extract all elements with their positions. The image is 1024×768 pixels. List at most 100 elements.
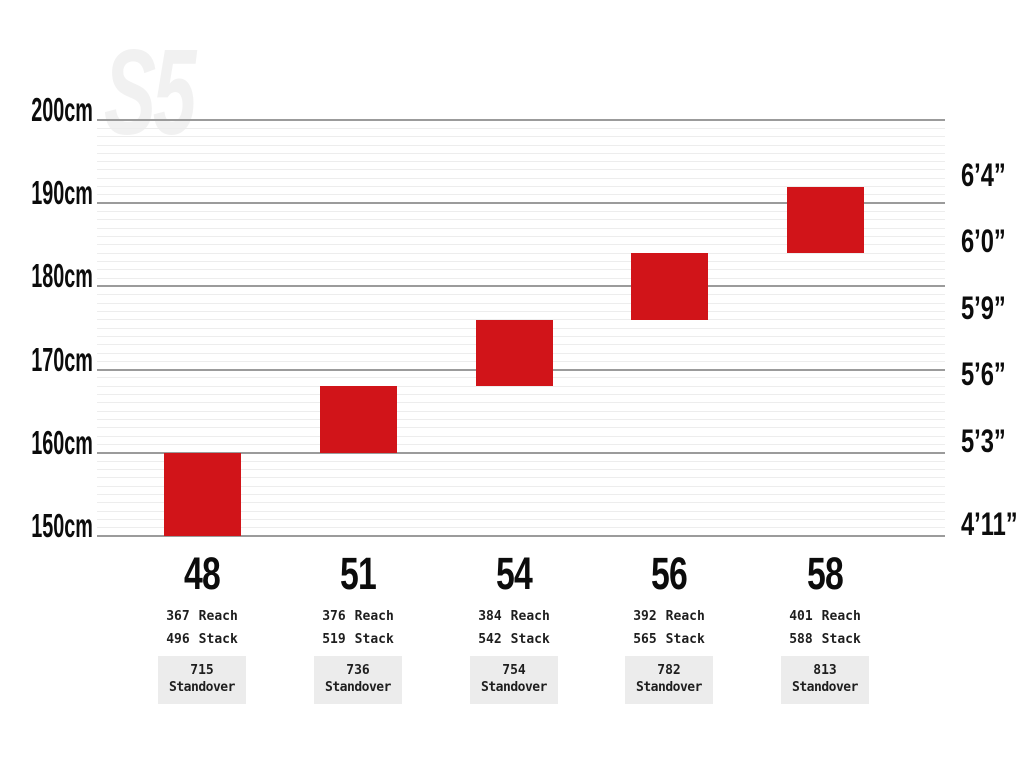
minor-gridline-183cm [97, 260, 945, 262]
standover-label: Standover [792, 680, 858, 695]
size-column-58: 58 401 Reach 588 Stack 813 Standover [760, 548, 890, 712]
minor-gridline-178cm [97, 302, 945, 304]
reach-value: 392 [633, 609, 657, 624]
minor-gridline-151cm [97, 527, 945, 529]
minor-gridline-194cm [97, 169, 945, 171]
major-gridline-200cm [97, 119, 945, 121]
minor-gridline-197cm [97, 144, 945, 146]
stack-row: 588 Stack [760, 632, 890, 648]
stack-label: Stack [665, 632, 705, 647]
reach-row: 376 Reach [293, 609, 423, 625]
size-label-58: 58 [760, 548, 890, 599]
minor-gridline-166cm [97, 402, 945, 404]
minor-gridline-163cm [97, 427, 945, 429]
y-axis-right-tick-4: 5’3” [961, 422, 1006, 459]
minor-gridline-157cm [97, 477, 945, 479]
reach-label: Reach [354, 609, 394, 624]
standover-label: Standover [169, 680, 235, 695]
size-label-48: 48 [137, 548, 267, 599]
stack-value: 565 [633, 632, 657, 647]
major-gridline-160cm [97, 451, 945, 454]
stack-label: Stack [198, 632, 238, 647]
minor-gridline-158cm [97, 468, 945, 470]
standover-box: 782 Standover [625, 656, 713, 704]
reach-label: Reach [198, 609, 238, 624]
y-axis-left-tick-180cm: 180cm [31, 257, 93, 295]
minor-gridline-188cm [97, 219, 945, 221]
minor-gridline-156cm [97, 485, 945, 487]
size-label-text: 56 [650, 548, 688, 599]
minor-gridline-189cm [97, 211, 945, 212]
minor-gridline-152cm [97, 518, 945, 520]
minor-gridline-164cm [97, 419, 945, 420]
size-column-54: 54 384 Reach 542 Stack 754 Standover [449, 548, 579, 712]
minor-gridline-195cm [97, 161, 945, 163]
standover-box: 715 Standover [158, 656, 246, 704]
size-label-54: 54 [449, 548, 579, 599]
stack-value: 588 [789, 632, 813, 647]
stack-value: 542 [478, 632, 502, 647]
size-bar-56 [630, 253, 708, 320]
size-label-text: 51 [339, 548, 377, 599]
standover-value: 813 [813, 663, 837, 678]
reach-row: 367 Reach [137, 609, 267, 625]
minor-gridline-182cm [97, 269, 945, 271]
y-axis-right-tick-1: 6’0” [961, 223, 1006, 260]
standover-value: 715 [190, 663, 214, 678]
minor-gridline-196cm [97, 152, 945, 154]
minor-gridline-186cm [97, 236, 945, 237]
y-axis-right-tick-0: 6’4” [961, 156, 1006, 193]
y-axis-right-tick-3: 5’6” [961, 356, 1006, 393]
size-bar-58 [786, 186, 864, 254]
minor-gridline-198cm [97, 136, 945, 138]
minor-gridline-155cm [97, 493, 945, 495]
y-axis-left-tick-170cm: 170cm [31, 340, 93, 378]
minor-gridline-185cm [97, 244, 945, 246]
stack-row: 565 Stack [604, 632, 734, 648]
y-axis-right-tick-5: 4’11” [961, 506, 1018, 542]
minor-gridline-165cm [97, 410, 945, 412]
stack-row: 519 Stack [293, 632, 423, 648]
minor-gridline-187cm [97, 227, 945, 229]
size-column-56: 56 392 Reach 565 Stack 782 Standover [604, 548, 734, 712]
minor-gridline-199cm [97, 127, 945, 129]
minor-gridline-159cm [97, 460, 945, 462]
minor-gridline-161cm [97, 444, 945, 445]
minor-gridline-162cm [97, 435, 945, 437]
standover-box: 736 Standover [314, 656, 402, 704]
minor-gridline-179cm [97, 294, 945, 296]
size-column-48: 48 367 Reach 496 Stack 715 Standover [137, 548, 267, 712]
minor-gridline-184cm [97, 252, 945, 254]
size-label-56: 56 [604, 548, 734, 599]
y-axis-left-tick-150cm: 150cm [31, 507, 93, 544]
reach-label: Reach [665, 609, 705, 624]
y-axis-left-tick-190cm: 190cm [31, 174, 93, 212]
standover-label: Standover [325, 680, 391, 695]
stack-value: 496 [166, 632, 190, 647]
minor-gridline-177cm [97, 310, 945, 312]
major-gridline-190cm [97, 202, 945, 205]
size-bar-48 [163, 452, 241, 536]
stack-label: Stack [821, 632, 861, 647]
stack-row: 496 Stack [137, 632, 267, 648]
stack-label: Stack [354, 632, 394, 647]
minor-gridline-181cm [97, 277, 945, 279]
standover-label: Standover [636, 680, 702, 695]
model-watermark: S5 [104, 24, 196, 160]
reach-value: 401 [789, 609, 813, 624]
size-label-text: 58 [806, 548, 844, 599]
minor-gridline-153cm [97, 510, 945, 512]
reach-label: Reach [821, 609, 861, 624]
size-bar-54 [475, 319, 553, 387]
y-axis-left-tick-200cm: 200cm [31, 91, 93, 128]
size-label-text: 48 [183, 548, 221, 599]
minor-gridline-154cm [97, 502, 945, 504]
size-label-text: 54 [495, 548, 533, 599]
standover-value: 754 [502, 663, 526, 678]
standover-value: 736 [346, 663, 370, 678]
size-column-51: 51 376 Reach 519 Stack 736 Standover [293, 548, 423, 712]
size-bar-51 [319, 386, 397, 453]
reach-value: 384 [478, 609, 502, 624]
standover-value: 782 [657, 663, 681, 678]
